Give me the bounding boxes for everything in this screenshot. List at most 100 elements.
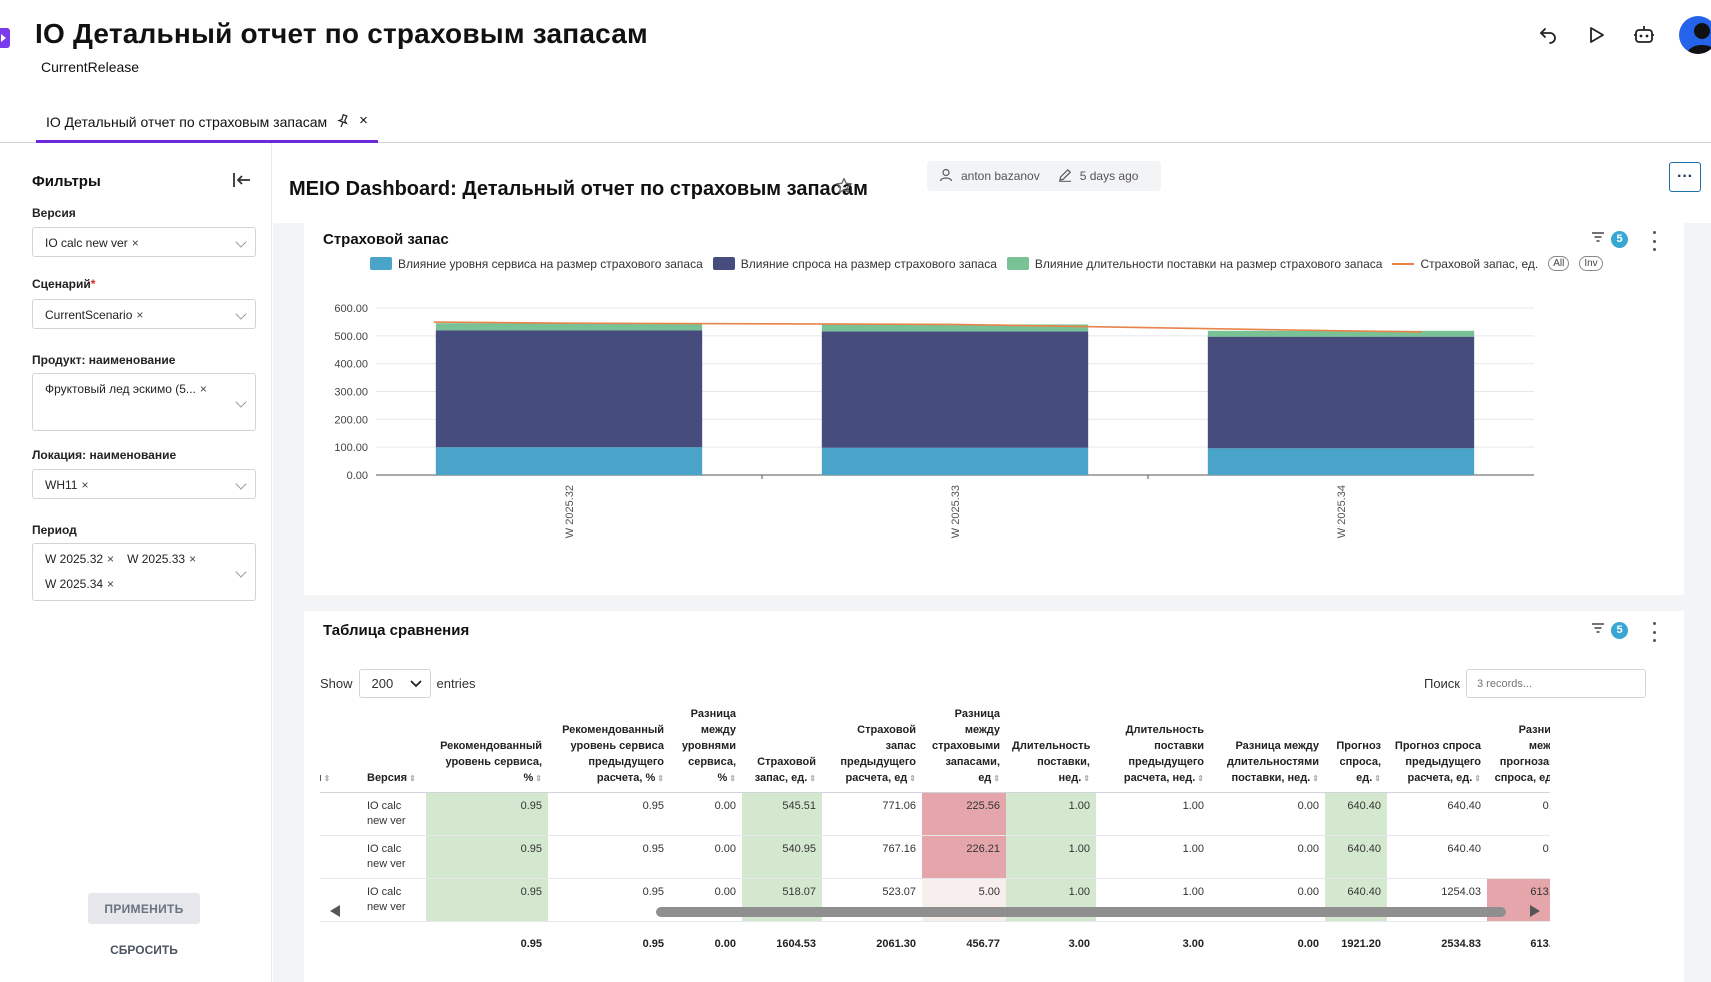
sort-icon[interactable]: ⇕ (1083, 774, 1090, 783)
sort-icon[interactable]: ⇕ (1197, 774, 1204, 783)
legend-label: Влияние длительности поставки на размер … (1034, 256, 1383, 271)
column-header-label: Длительность поставки, нед. (1012, 740, 1091, 784)
tab-report[interactable]: IO Детальный отчет по страховым запасам … (36, 112, 378, 143)
totals-table: 0.95 0.95 0.00 1604.53 2061.30 456.77 3.00 3.00… (320, 933, 1550, 957)
column-header[interactable]: Длительность поставки, нед. ⇕ (1006, 703, 1096, 793)
table-cell: 0.95 (426, 878, 548, 922)
y-tick-label: 200.00 (334, 414, 368, 426)
remove-chip-icon[interactable]: × (136, 308, 144, 322)
remove-chip-icon[interactable]: × (107, 552, 115, 566)
collapse-sidebar-icon[interactable] (232, 171, 252, 194)
sort-icon[interactable]: ⇕ (323, 774, 331, 783)
column-header-label: Страховой запас предыдущего расчета, ед (840, 724, 916, 784)
total-cell: 2061.30 (876, 938, 916, 950)
remove-chip-icon[interactable]: × (107, 577, 115, 591)
legend-all-toggle[interactable]: All (1548, 256, 1570, 271)
search-input[interactable] (1466, 669, 1646, 698)
column-header[interactable]: Разница между страховыми запасами, ед ⇕ (922, 703, 1006, 793)
filter-select[interactable]: CurrentScenario × (32, 299, 256, 329)
filter-icon (1591, 230, 1605, 248)
play-icon[interactable] (1583, 22, 1609, 48)
table-filter-indicator[interactable]: 5 (1591, 621, 1628, 639)
side-expand-handle[interactable] (0, 28, 10, 48)
legend-item[interactable]: Влияние уровня сервиса на размер страхов… (370, 257, 703, 271)
y-tick-label: 600.00 (334, 303, 368, 315)
remove-chip-icon[interactable]: × (199, 382, 207, 396)
total-cell (320, 933, 361, 957)
sort-icon[interactable]: ⇕ (657, 774, 664, 783)
table-cell: 0.00 (1487, 835, 1550, 879)
table-row[interactable]: 2191IO calc new ver0.950.950.00545.51771… (320, 792, 1550, 836)
tab-close-icon[interactable]: × (359, 112, 368, 129)
column-header[interactable]: Разница между уровнями сервиса, % ⇕ (670, 703, 742, 793)
apply-button[interactable]: ПРИМЕНИТЬ (88, 893, 200, 924)
scroll-left-icon[interactable] (330, 905, 340, 917)
column-header[interactable]: Страховой запас, ед. ⇕ (742, 703, 822, 793)
column-header[interactable]: Рекомендованный уровень сервиса предыдущ… (548, 703, 670, 793)
undo-icon[interactable] (1535, 22, 1561, 48)
chevron-down-icon (235, 478, 247, 490)
sort-icon[interactable]: ⇕ (1312, 774, 1319, 783)
more-options-button[interactable]: ··· (1669, 162, 1701, 192)
page-title: IO Детальный отчет по страховым запасам (35, 18, 648, 49)
x-tick-label: W 2025.32 (564, 485, 576, 538)
horizontal-scrollbar[interactable] (320, 901, 1550, 919)
remove-chip-icon[interactable]: × (189, 552, 197, 566)
column-header[interactable]: Прогноз спроса, ед. ⇕ (1325, 703, 1387, 793)
column-header[interactable]: Разница между прогнозами спроса, ед.⇕ (1487, 703, 1550, 793)
column-header[interactable]: Страховой запас предыдущего расчета, ед ⇕ (822, 703, 922, 793)
table-cell: 0.95 (548, 792, 670, 836)
sort-icon[interactable]: ⇕ (809, 774, 816, 783)
chart-panel: Страховой запас 5 Влияние уровня сервиса… (304, 223, 1684, 595)
filter-select[interactable]: W 2025.32 × W 2025.33 × W 2025.34 × (32, 543, 256, 601)
table-cell: 2191 (320, 835, 361, 879)
column-header[interactable]: Прогноз спроса предыдущего расчета, ед. ⇕ (1387, 703, 1487, 793)
remove-chip-icon[interactable]: × (81, 478, 89, 492)
search-label: Поиск (1423, 676, 1460, 691)
filter-select[interactable]: Фруктовый лед эскимо (5... × (32, 373, 256, 431)
sort-icon[interactable]: ⇕ (993, 774, 1000, 783)
column-header[interactable]: ID эсии⇕ (320, 703, 361, 793)
legend-item[interactable]: Влияние спроса на размер страхового запа… (712, 257, 997, 271)
filter-select[interactable]: WH11 × (32, 469, 256, 499)
legend-inv-toggle[interactable]: Inv (1579, 256, 1603, 271)
remove-chip-icon[interactable]: × (131, 236, 139, 250)
column-header-label: Прогноз спроса предыдущего расчета, ед. (1394, 740, 1481, 784)
total-cell: 0.00 (714, 938, 736, 950)
sort-icon[interactable]: ⇕ (729, 774, 736, 783)
reset-button[interactable]: СБРОСИТЬ (110, 943, 178, 957)
bar-segment (821, 324, 1089, 332)
column-header[interactable]: Версия ⇕ (361, 703, 426, 793)
sort-icon[interactable]: ⇕ (535, 774, 542, 783)
table-panel: Таблица сравнения 5 Show 200 entries Пои… (304, 611, 1684, 982)
sort-icon[interactable]: ⇕ (1374, 774, 1381, 783)
filter-select[interactable]: IO calc new ver × (32, 227, 256, 257)
column-header[interactable]: Длительность поставки предыдущего расчет… (1096, 703, 1210, 793)
column-header[interactable]: Рекомендованный уровень сервиса, % ⇕ (426, 703, 548, 793)
legend-item[interactable]: Страховой запас, ед. (1392, 257, 1538, 271)
robot-icon[interactable] (1631, 22, 1657, 48)
scroll-right-icon[interactable] (1530, 905, 1540, 917)
chart-menu-icon[interactable] (1651, 231, 1657, 251)
legend-item[interactable]: Влияние длительности поставки на размер … (1006, 256, 1383, 271)
pin-icon[interactable] (337, 113, 349, 131)
sort-icon[interactable]: ⇕ (1474, 774, 1481, 783)
total-cell: 456.77 (966, 938, 1000, 950)
table-cell: IO calc new ver (361, 792, 426, 836)
filter-label-text: Версия (32, 206, 76, 220)
scrollbar-thumb[interactable] (656, 907, 1506, 917)
table-row[interactable]: 2191IO calc new ver0.950.950.00540.95767… (320, 835, 1550, 879)
chart-filter-indicator[interactable]: 5 (1591, 230, 1628, 248)
chart-title: Страховой запас (323, 231, 449, 248)
favorite-star-icon[interactable] (835, 177, 853, 200)
y-tick-label: 0.00 (347, 470, 368, 482)
sort-icon[interactable]: ⇕ (409, 774, 416, 783)
table-menu-icon[interactable] (1651, 622, 1657, 642)
y-tick-label: 500.00 (334, 331, 368, 343)
user-avatar[interactable] (1679, 16, 1711, 54)
filter-label: Сценарий* (32, 277, 95, 291)
page-size-select[interactable]: 200 (358, 669, 431, 698)
chevron-down-icon (235, 566, 247, 578)
column-header[interactable]: Разница между длительностями поставки, н… (1210, 703, 1325, 793)
sort-icon[interactable]: ⇕ (909, 774, 916, 783)
